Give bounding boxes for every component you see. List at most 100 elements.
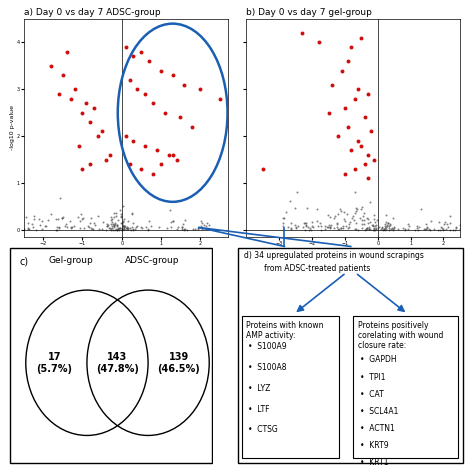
Point <box>67 95 74 102</box>
Point <box>384 219 392 226</box>
Point <box>123 224 131 231</box>
Point <box>292 224 300 232</box>
Point <box>122 225 129 232</box>
Point <box>113 221 121 228</box>
X-axis label: FoldChange: FoldChange <box>107 247 144 253</box>
Point <box>141 142 149 149</box>
Point <box>325 221 332 229</box>
Point <box>85 222 92 230</box>
Point <box>377 225 384 233</box>
Point <box>388 225 395 232</box>
Point <box>179 220 187 228</box>
Point <box>360 220 368 228</box>
Point <box>333 219 340 227</box>
Point <box>94 132 102 140</box>
Point <box>404 220 412 228</box>
Point <box>157 67 164 74</box>
Point <box>349 212 357 219</box>
Point <box>169 217 176 225</box>
Point <box>360 210 367 217</box>
Point <box>120 225 128 233</box>
Point <box>180 226 188 234</box>
Point <box>128 210 136 218</box>
Point <box>143 224 150 231</box>
Point <box>360 217 368 224</box>
Point <box>67 224 75 232</box>
Point <box>340 209 348 216</box>
Point <box>362 225 369 232</box>
Point <box>302 219 310 227</box>
Point <box>56 194 64 202</box>
Point <box>355 226 362 234</box>
Point <box>338 67 346 74</box>
Point <box>128 223 136 230</box>
Point <box>102 226 109 234</box>
Point <box>174 223 182 230</box>
Point <box>110 209 118 217</box>
Point <box>425 226 432 233</box>
Point <box>427 226 434 234</box>
Point <box>326 224 334 231</box>
Point <box>55 215 62 222</box>
Point <box>321 225 328 232</box>
Point <box>112 212 119 219</box>
Point <box>293 189 301 196</box>
Point <box>76 217 84 224</box>
Point <box>108 225 116 232</box>
Point <box>147 223 155 230</box>
Text: 139
(46.5%): 139 (46.5%) <box>157 352 200 374</box>
Point <box>361 161 368 168</box>
Text: •  KRT9: • KRT9 <box>360 440 389 449</box>
FancyBboxPatch shape <box>242 316 339 458</box>
Point <box>440 220 448 228</box>
Point <box>321 222 328 229</box>
Point <box>447 219 454 227</box>
Point <box>427 218 435 225</box>
Point <box>434 226 442 234</box>
Point <box>422 226 429 233</box>
Point <box>323 223 330 230</box>
Text: from ADSC-treated patients: from ADSC-treated patients <box>264 264 371 273</box>
Point <box>202 222 210 230</box>
Point <box>421 225 429 232</box>
Point <box>362 225 370 232</box>
Point <box>110 221 118 229</box>
Point <box>114 216 122 224</box>
Point <box>357 205 365 212</box>
Point <box>354 137 362 145</box>
FancyBboxPatch shape <box>353 316 458 458</box>
Point <box>384 219 392 227</box>
Point <box>106 151 114 159</box>
Point <box>120 222 128 230</box>
Point <box>356 214 364 222</box>
Point <box>89 226 96 233</box>
Point <box>287 226 294 233</box>
Point <box>88 214 95 221</box>
Point <box>52 215 60 222</box>
Point <box>125 217 132 225</box>
Point <box>331 212 338 220</box>
Point <box>169 151 176 159</box>
Point <box>32 226 40 234</box>
Point <box>105 221 112 229</box>
Point <box>413 224 420 232</box>
Point <box>119 223 127 230</box>
Point <box>459 223 466 230</box>
Point <box>58 215 66 222</box>
Point <box>181 81 188 88</box>
Point <box>79 109 86 117</box>
Point <box>287 219 295 227</box>
Point <box>382 223 389 231</box>
Point <box>287 224 295 232</box>
Point <box>119 222 127 230</box>
Point <box>385 226 393 234</box>
Text: d) 34 upregulated proteins in wound scrapings: d) 34 upregulated proteins in wound scra… <box>244 251 424 260</box>
Point <box>182 216 189 223</box>
Text: b) Day 0 vs day 7 gel-group: b) Day 0 vs day 7 gel-group <box>246 8 373 17</box>
Point <box>340 216 348 223</box>
Point <box>370 211 377 219</box>
Point <box>363 225 371 232</box>
Point <box>352 219 360 226</box>
Point <box>279 223 287 230</box>
Point <box>380 225 388 233</box>
